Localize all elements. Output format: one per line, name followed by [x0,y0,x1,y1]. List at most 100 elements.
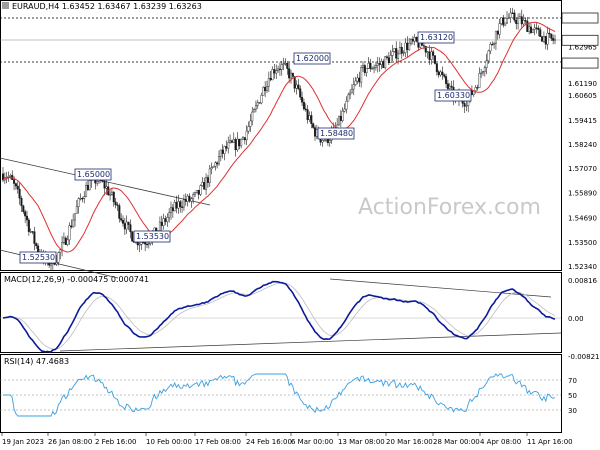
candle-body [432,51,435,56]
candle-body [314,127,317,137]
candle-body [269,78,272,81]
candle-body [542,36,545,42]
candle-body [402,52,405,54]
candle-body [168,212,171,218]
candle-body [450,85,453,88]
candle-body [258,102,261,104]
price-tag-label: 1.60330 [437,91,470,100]
candle-body [411,38,414,42]
macd-tick-label: 0.00816 [568,277,597,285]
price-tick-label: 1.53500 [568,239,597,247]
candle-body [62,237,65,243]
time-tick-label: 11 Apr 16:00 [527,438,573,446]
time-tick-label: 6 Mar 00:00 [291,438,333,446]
candle-body [79,198,82,200]
candle-body [347,94,350,102]
candle-body [110,191,113,195]
candle-body [221,149,224,154]
candle-body [57,252,60,263]
time-tick-label: 20 Mar 16:00 [386,438,433,446]
candle-body [356,77,359,82]
price-level-box [561,34,599,46]
candle-body [166,217,169,222]
price-tag-box [417,31,455,44]
candle-body [190,198,193,202]
candle-body [426,51,429,53]
candle-body [413,37,416,42]
candle-body [310,115,313,124]
candle-body [217,156,220,165]
candle-body [192,194,195,199]
candle-body [123,223,126,230]
candle-body [410,38,413,44]
candle-body [448,85,451,89]
candle-body [101,180,104,182]
time-axis: 19 Jan 2023 26 Jan 08:00 2 Feb 16:00 10 Feb… [1,432,573,446]
candle-body [404,42,407,53]
candle-body [480,72,483,74]
candle-body [227,142,230,149]
candle-body [528,26,531,32]
candle-body [20,198,23,207]
candle-body [422,45,425,47]
time-tick-label: 13 Mar 08:00 [338,438,385,446]
price-axis: 1.643401.632631.629651.621601.611901.606… [561,12,599,271]
candle-body [158,221,161,231]
candle-body [2,173,5,181]
candle-body [234,139,237,151]
candle-body [284,63,287,65]
candle-body [494,30,497,44]
candle-body [434,55,437,64]
candle-body [415,37,418,42]
candle-body [201,181,204,186]
candle-body [424,46,427,53]
candle-body [483,67,486,72]
candle-body [293,76,296,89]
candle-body [164,218,167,222]
candle-body [395,48,398,59]
candle-body [31,231,34,233]
price-tick-label: 1.61190 [568,80,597,88]
candle-body [369,62,372,69]
candle-body [550,33,553,39]
candle-body [72,219,75,228]
time-tick-label: 10 Feb 00:00 [146,438,192,446]
candle-body [278,68,281,70]
candle-body [27,219,30,232]
candle-body [343,108,346,112]
price-tag-box [19,251,57,264]
candle-body [262,86,265,96]
candle-body [241,137,244,140]
candle-body [312,123,315,128]
candle-body [339,115,342,121]
candle-body [212,166,215,168]
candle-body [544,36,547,45]
candle-body [541,36,544,42]
candle-body [22,205,25,212]
candle-body [530,26,533,33]
candle-body [238,138,241,147]
rsi-line [3,373,556,417]
candle-body [112,191,115,203]
candle-body [73,213,76,221]
candle-body [389,55,392,64]
candle-body [478,73,481,88]
candle-body [498,23,501,35]
price-tag-label: 1.62000 [296,54,329,63]
candle-body [482,71,485,74]
candle-body [350,88,353,94]
candle-body [59,249,62,253]
candle-body [308,115,311,120]
candle-body [66,239,69,245]
candle-body [286,63,289,69]
candle-body [7,176,10,178]
candle-body [88,180,91,191]
candle-body [304,108,307,110]
price-level-box [561,57,599,69]
candle-body [476,87,479,89]
candle-body [302,102,305,110]
candle-body [441,71,444,75]
candle-body [142,242,145,244]
candle-body [169,207,172,213]
price-tick-label: 1.57070 [568,165,597,173]
